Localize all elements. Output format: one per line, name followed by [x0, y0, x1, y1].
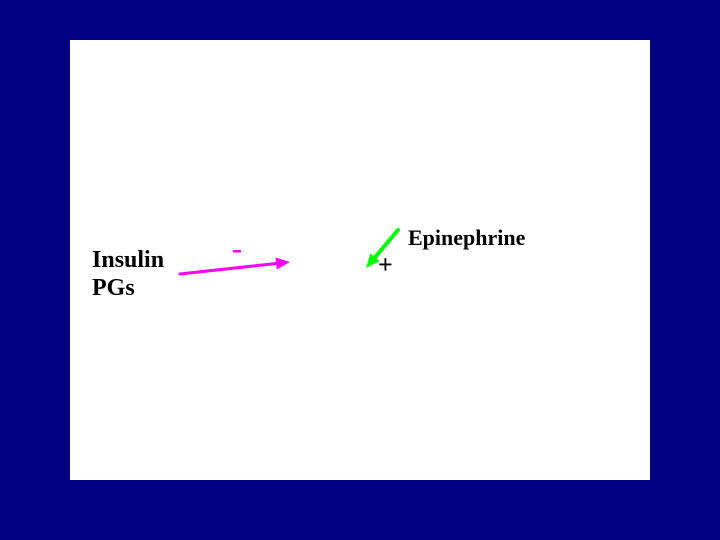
arrow-insulin [160, 242, 310, 294]
arrow-epinephrine [346, 210, 418, 288]
label-insulin-pgs: Insulin PGs [92, 246, 164, 302]
label-epinephrine: Epinephrine [408, 225, 525, 251]
